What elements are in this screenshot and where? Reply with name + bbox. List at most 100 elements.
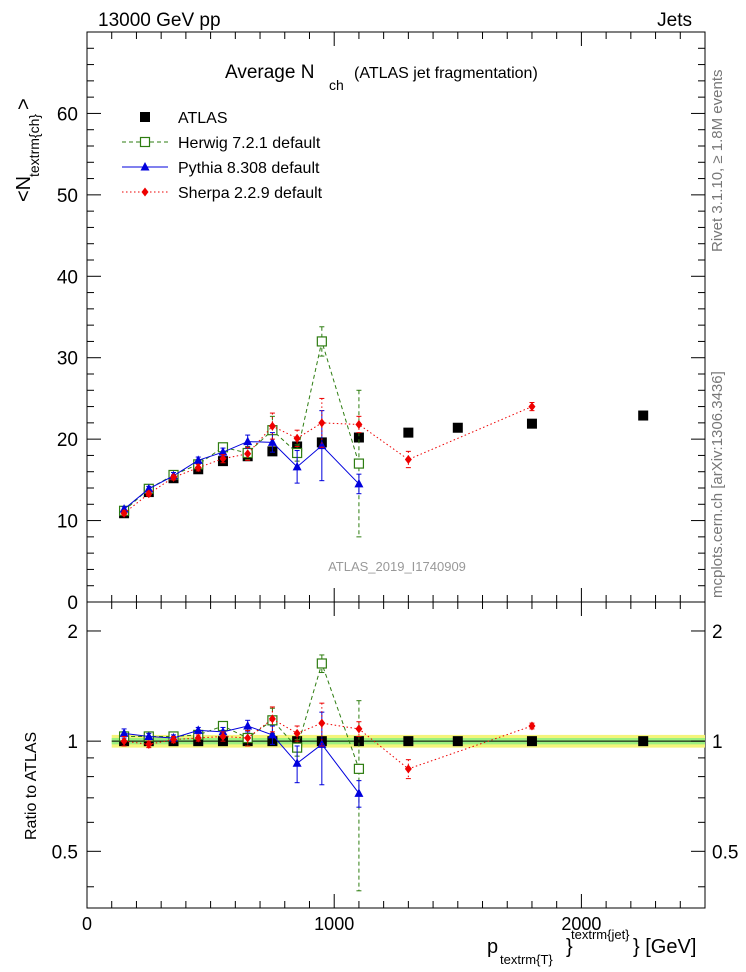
legend-label: ATLAS — [178, 110, 228, 127]
ratio-y-tick-label-right: 2 — [712, 622, 723, 643]
legend-entry: Pythia 8.308 default — [122, 160, 320, 177]
mc-marker — [292, 461, 302, 471]
series-herwig-7-2-1-default — [118, 326, 365, 892]
legend-label: Pythia 8.308 default — [178, 160, 320, 177]
plot-title-rest: (ATLAS jet fragmentation) — [354, 65, 538, 82]
data-series — [118, 326, 649, 892]
series-pythia-8-308-default — [119, 410, 364, 808]
mc-marker — [218, 447, 228, 456]
mc-marker — [219, 731, 227, 741]
mc-marker — [268, 714, 276, 724]
data-marker — [403, 427, 414, 438]
xlabel-sup: textrm{jet} — [571, 927, 630, 942]
mc-marker — [354, 788, 364, 797]
header-left-label: 13000 GeV pp — [98, 10, 221, 31]
mc-marker — [244, 449, 252, 459]
xlabel-p: p — [487, 936, 498, 958]
x-tick-label: 1000 — [314, 914, 354, 934]
data-marker — [638, 736, 649, 747]
mc-marker — [318, 418, 326, 428]
mc-marker — [120, 736, 128, 746]
mc-marker — [243, 436, 253, 446]
mc-marker — [193, 725, 203, 734]
data-marker — [403, 736, 414, 747]
main-ylabel-post: > — [13, 98, 35, 110]
mc-marker — [145, 739, 153, 749]
mc-marker — [353, 458, 365, 469]
mc-marker — [267, 729, 277, 739]
legend-entry: Sherpa 2.2.9 default — [122, 185, 323, 202]
mc-marker — [120, 508, 128, 518]
mc-marker — [244, 733, 252, 743]
series-line-ratio — [124, 661, 360, 770]
mc-marker — [316, 336, 327, 347]
data-marker — [526, 418, 537, 429]
series-line-main — [123, 441, 360, 510]
xlabel-brace: } — [566, 936, 573, 958]
mc-marker — [170, 472, 178, 482]
mc-marker — [140, 162, 150, 171]
legend-entry: ATLAS — [140, 110, 228, 127]
main-y-tick-label: 50 — [57, 186, 78, 207]
mc-marker — [353, 763, 365, 774]
mc-marker — [144, 731, 154, 740]
main-ylabel: <N textrm{ch} > — [13, 98, 42, 202]
main-y-tick-label: 30 — [57, 349, 78, 370]
mc-marker — [404, 764, 412, 774]
mc-marker — [318, 718, 326, 728]
mc-marker — [193, 455, 203, 464]
mc-marker — [139, 136, 151, 148]
mc-marker — [119, 728, 129, 737]
header-right-label: Jets — [657, 10, 692, 31]
main-y-tick-label: 0 — [67, 593, 78, 614]
main-y-tick-label: 40 — [57, 267, 78, 288]
data-marker — [452, 736, 463, 747]
main-y-tick-label: 20 — [57, 430, 78, 451]
xlabel-sub: textrm{T} — [500, 952, 553, 967]
x-tick-label: 0 — [82, 914, 92, 934]
mc-marker — [194, 733, 202, 743]
mc-marker — [528, 721, 536, 731]
main-ylabel-pre: <N — [13, 176, 35, 202]
ratio-y-tick-label: 2 — [67, 622, 78, 643]
mcplots-label: mcplots.cern.ch [arXiv:1306.3436] — [709, 371, 726, 598]
series-line-main — [123, 406, 533, 514]
mc-marker — [267, 437, 277, 446]
data-marker — [452, 422, 463, 433]
legend-entry: Herwig 7.2.1 default — [122, 135, 321, 152]
series-line-main — [123, 339, 360, 512]
mc-marker — [268, 421, 276, 431]
mc-marker — [316, 658, 327, 669]
plot-title-main: Average N — [225, 62, 314, 83]
ratio-y-tick-label-right: 0.5 — [712, 842, 738, 863]
ratio-y-tick-label-right: 1 — [712, 732, 723, 753]
data-marker — [353, 736, 364, 747]
ratio-plot-frame — [86, 601, 706, 909]
main-y-tick-label: 10 — [57, 512, 78, 533]
rivet-version-label: Rivet 3.1.10, ≥ 1.8M events — [709, 70, 726, 253]
mc-marker — [292, 758, 302, 767]
mc-marker — [145, 489, 153, 499]
mc-marker — [404, 455, 412, 464]
mc-marker — [528, 402, 536, 412]
mc-marker — [141, 187, 149, 197]
legend-label: Sherpa 2.2.9 default — [178, 185, 323, 202]
axis-ticks: 0 1000 2000 0 10 20 30 40 50 60 0.5 0.5 1 1 2 2 — [52, 31, 738, 934]
mc-marker — [355, 724, 363, 734]
mc-marker — [293, 728, 301, 738]
x-tick-label: 2000 — [561, 914, 601, 934]
legend: ATLAS Herwig 7.2.1 default Pythia 8.308 de… — [122, 110, 323, 202]
legend-label: Herwig 7.2.1 default — [178, 135, 321, 152]
data-marker — [526, 736, 537, 747]
ratio-y-tick-label: 0.5 — [52, 842, 78, 863]
mc-marker — [293, 433, 301, 443]
mc-marker — [354, 478, 364, 488]
x-axis-label: p textrm{T} textrm{jet} } } [GeV] — [487, 927, 696, 967]
series-line-ratio — [124, 718, 533, 770]
data-marker — [638, 410, 649, 421]
mc-marker — [355, 419, 363, 429]
ratio-y-tick-label: 1 — [67, 732, 78, 753]
plot-title-sub: ch — [329, 77, 344, 93]
mc-marker — [194, 463, 202, 473]
